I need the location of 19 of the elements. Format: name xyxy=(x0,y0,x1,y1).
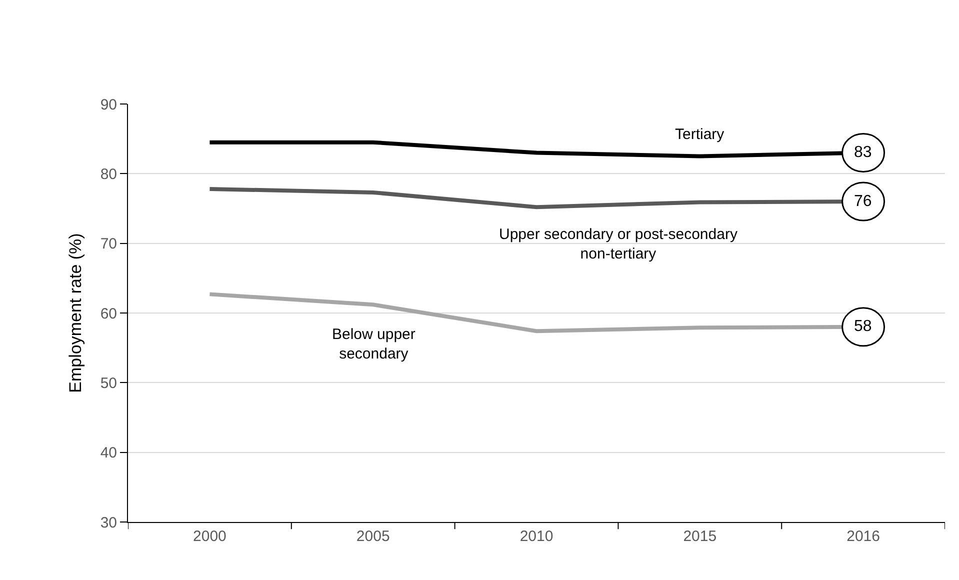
series-label: Upper secondary or post-secondary non-tertiary xyxy=(499,226,738,262)
x-tick-label: 2000 xyxy=(193,528,226,545)
y-tick-label: 40 xyxy=(100,444,117,462)
data-label: 58 xyxy=(854,318,872,335)
x-tick-label: 2010 xyxy=(520,528,554,545)
x-tick-label: 2015 xyxy=(683,528,717,545)
data-label: 76 xyxy=(854,193,872,210)
x-tick-label: 2016 xyxy=(846,528,880,545)
series-label: Below upper secondary xyxy=(332,326,416,362)
y-tick-label: 60 xyxy=(100,305,117,322)
data-label: 83 xyxy=(854,144,872,161)
y-tick-label: 50 xyxy=(100,374,117,392)
y-tick-label: 30 xyxy=(100,514,117,532)
y-tick-label: 70 xyxy=(100,236,117,253)
y-tick-label: 80 xyxy=(100,166,117,183)
y-tick-label: 90 xyxy=(100,96,117,114)
y-axis-title: Employment rate (%) xyxy=(66,233,85,393)
x-tick-label: 2005 xyxy=(356,528,390,545)
series-label: Tertiary xyxy=(675,126,725,143)
